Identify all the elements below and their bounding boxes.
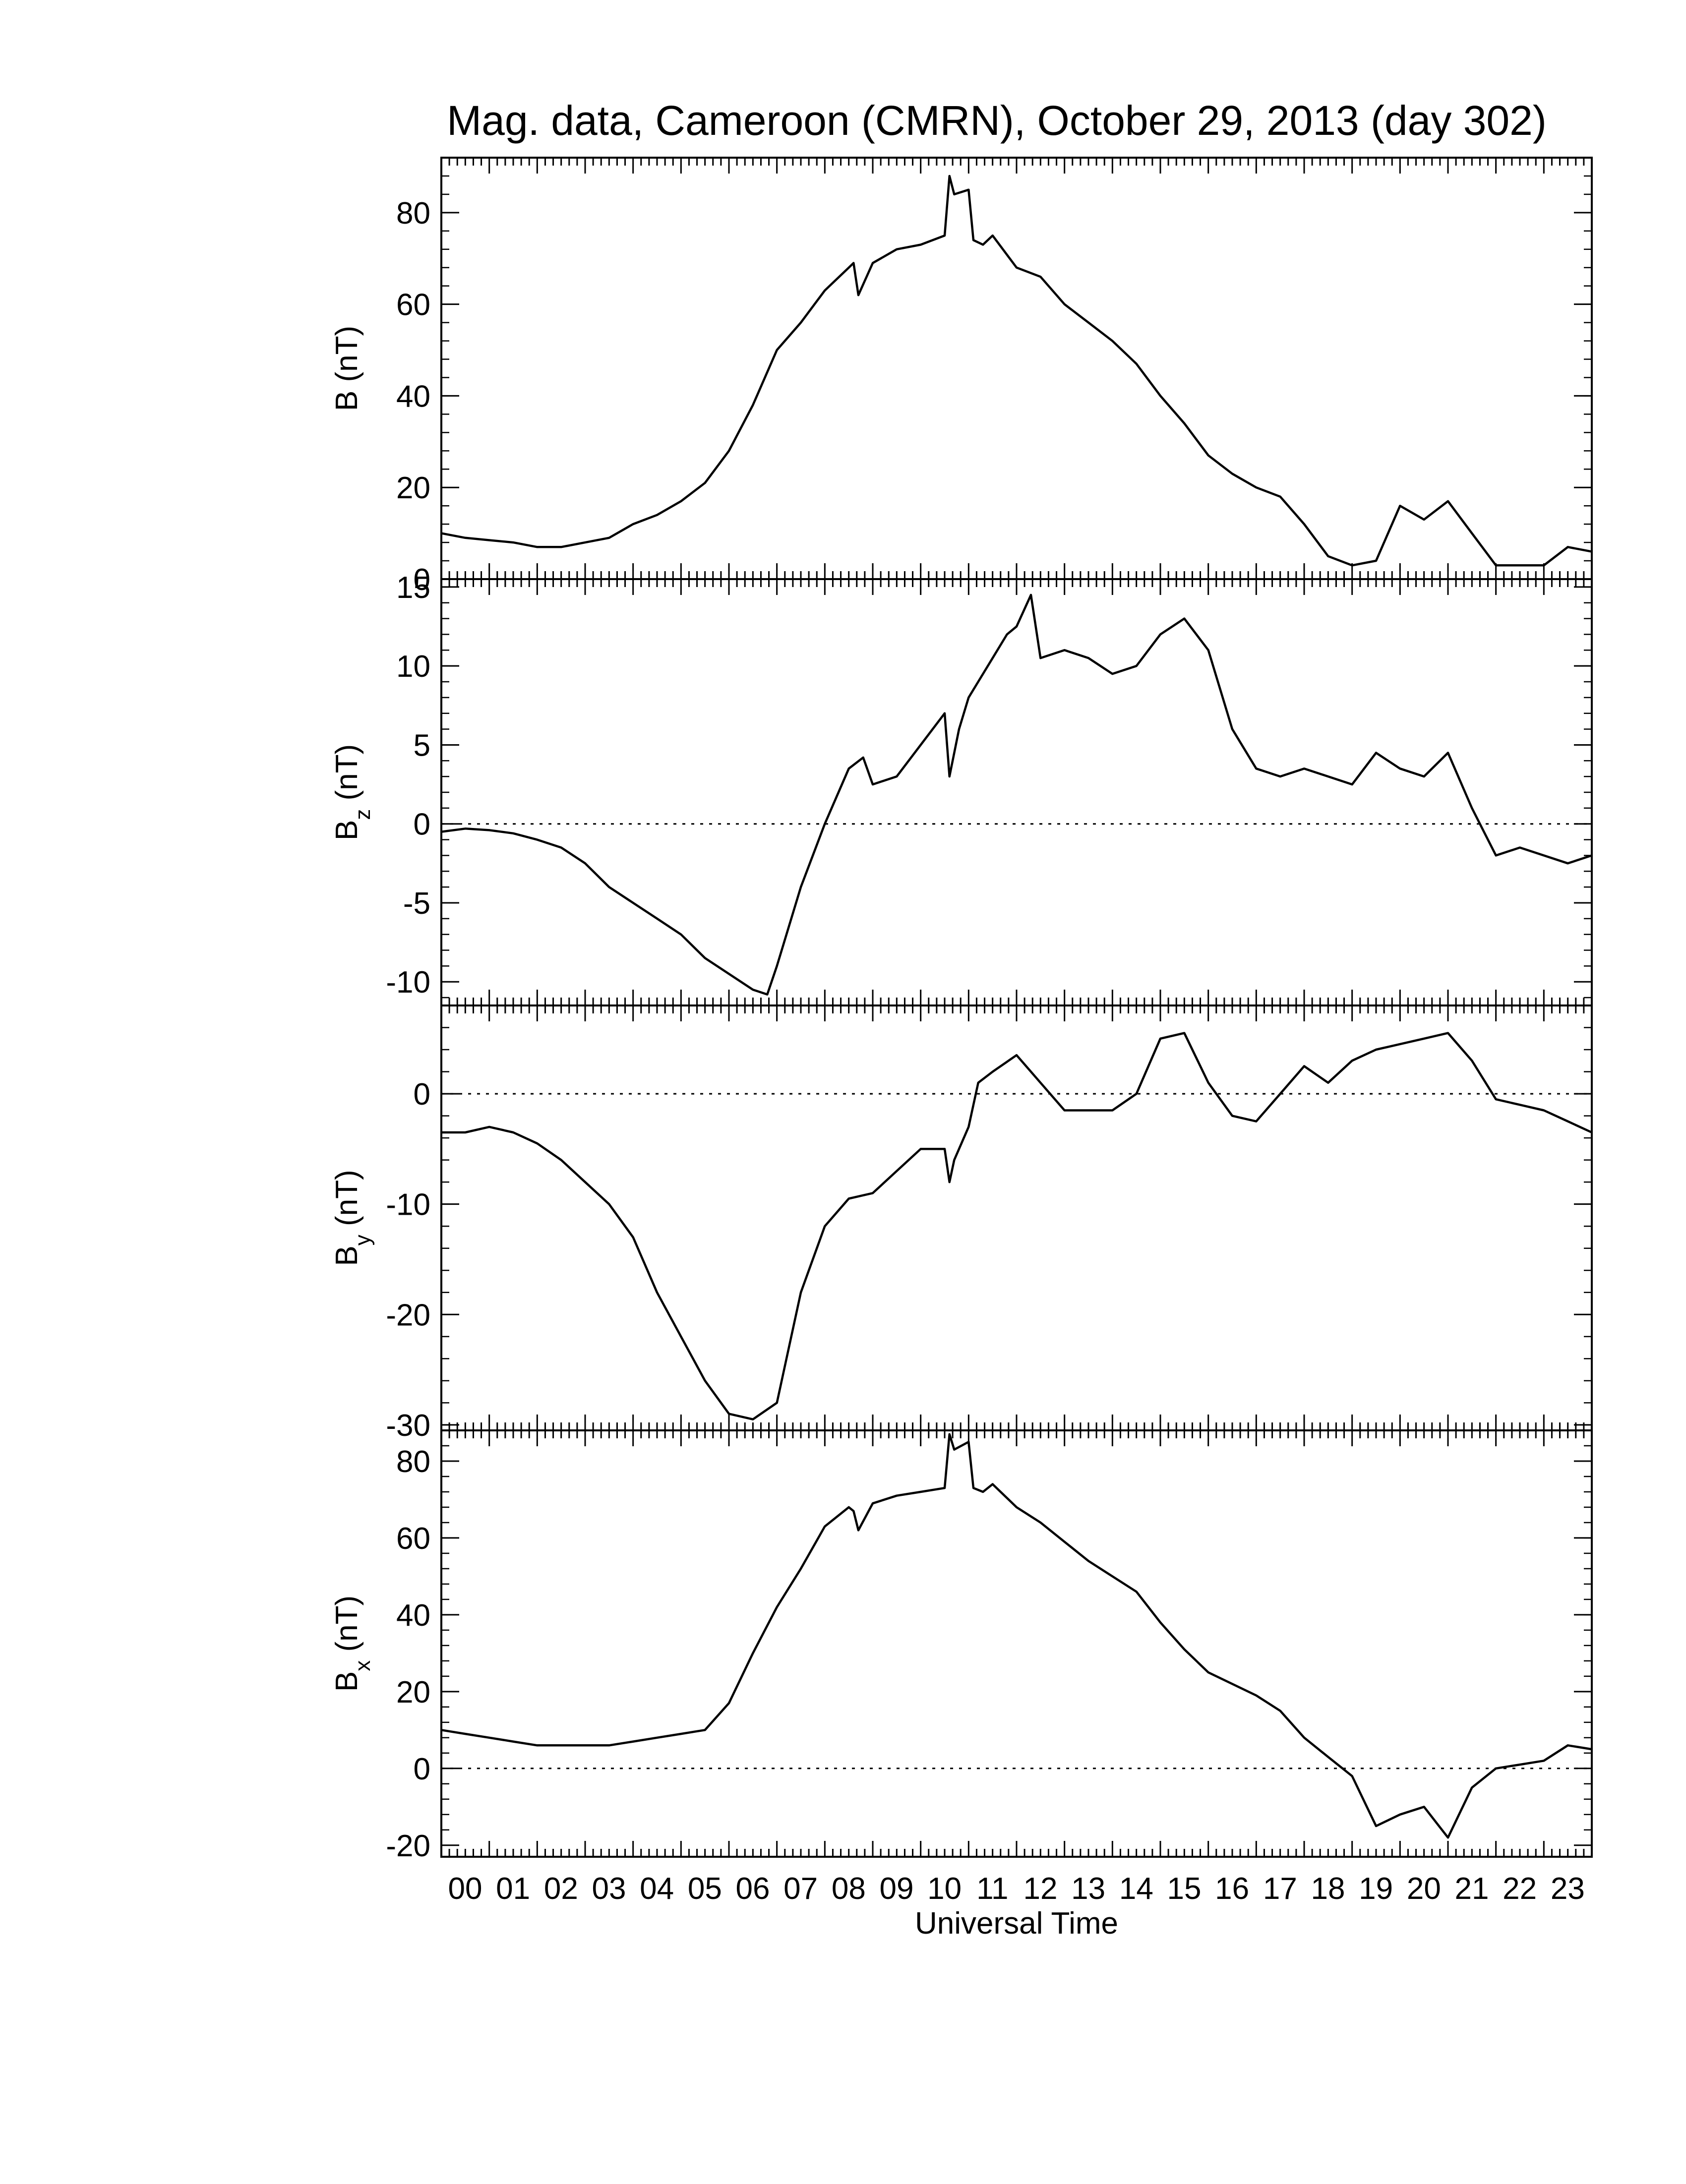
y-tick-label: 60 <box>396 288 430 322</box>
x-tick-label: 09 <box>880 1872 914 1906</box>
x-tick-label: 06 <box>736 1872 770 1906</box>
chart-title: Mag. data, Cameroon (CMRN), October 29, … <box>447 97 1547 144</box>
x-tick-label: 01 <box>496 1872 530 1906</box>
y-tick-label: -10 <box>386 1188 430 1222</box>
x-tick-label: 04 <box>640 1872 674 1906</box>
y-tick-label: 20 <box>396 471 430 505</box>
x-tick-label: 08 <box>832 1872 866 1906</box>
y-tick-label: -10 <box>386 965 430 1000</box>
x-tick-label: 21 <box>1455 1872 1489 1906</box>
x-axis-label: Universal Time <box>915 1906 1118 1941</box>
y-axis-label-main: B <box>330 1245 364 1266</box>
x-tick-label: 17 <box>1263 1872 1297 1906</box>
y-axis-label-unit: (nT) <box>330 744 364 809</box>
y-axis-label: By (nT) <box>330 1170 375 1266</box>
y-axis-label-main: B <box>330 1671 364 1692</box>
series-line-B <box>441 175 1592 567</box>
panel-frame <box>440 1429 1593 1858</box>
x-tick-label: 13 <box>1071 1872 1105 1906</box>
panel-Bz: -10 -5 0 5 10 15 Bz (nT) <box>330 571 1593 1006</box>
x-tick-label: 00 <box>448 1872 482 1906</box>
panel-B: 0 20 40 60 80 B (nT) <box>330 157 1593 597</box>
y-axis-label-unit: (nT) <box>330 1170 364 1235</box>
y-tick-label: 10 <box>396 649 430 684</box>
y-tick-label: 0 <box>414 1077 430 1112</box>
y-axis-label-subscript: x <box>351 1660 375 1671</box>
y-axis-label: B (nT) <box>330 326 364 411</box>
panel-frame <box>440 578 1593 1006</box>
x-tick-label: 10 <box>927 1872 962 1906</box>
y-tick-label: 80 <box>396 196 430 231</box>
y-tick-label: -20 <box>386 1829 430 1863</box>
x-tick-label: 02 <box>544 1872 578 1906</box>
y-tick-label: 0 <box>414 1752 430 1786</box>
y-axis-label-subscript: z <box>351 809 375 820</box>
panel-Bx: -20 0 20 40 60 80 Bx (nT) <box>330 1429 1593 1863</box>
x-tick-label: 05 <box>688 1872 722 1906</box>
x-axis: 00 01 02 03 04 05 06 07 08 09 10 11 12 13 14 15 16 17 18 19… <box>448 1872 1585 1906</box>
y-tick-label: 40 <box>396 379 430 413</box>
x-tick-label: 18 <box>1311 1872 1345 1906</box>
y-tick-label: 0 <box>414 808 430 842</box>
x-tick-label: 15 <box>1167 1872 1202 1906</box>
y-tick-label: 20 <box>396 1675 430 1710</box>
x-tick-label: 19 <box>1359 1872 1393 1906</box>
y-tick-label: 15 <box>396 571 430 605</box>
y-axis-label-main: B (nT) <box>330 326 364 411</box>
x-tick-label: 12 <box>1024 1872 1058 1906</box>
series-line-Bx <box>441 1433 1592 1839</box>
x-tick-label: 11 <box>976 1872 1008 1906</box>
y-tick-label: 40 <box>396 1598 430 1633</box>
x-tick-label: 16 <box>1215 1872 1249 1906</box>
x-tick-label: 20 <box>1407 1872 1441 1906</box>
y-axis-label-main: B <box>330 820 364 840</box>
series-line-By <box>441 1032 1592 1420</box>
y-tick-label: -20 <box>386 1298 430 1332</box>
y-tick-label: -5 <box>403 886 430 921</box>
y-axis-label-unit: (nT) <box>330 1595 364 1660</box>
panel-frame <box>440 1004 1593 1431</box>
panel-By: -30 -20 -10 0 By (nT) <box>330 1004 1593 1443</box>
x-tick-label: 03 <box>592 1872 626 1906</box>
x-tick-label: 14 <box>1119 1872 1153 1906</box>
x-tick-label: 22 <box>1503 1872 1537 1906</box>
x-tick-label: 23 <box>1551 1872 1585 1906</box>
y-tick-label: -30 <box>386 1409 430 1443</box>
y-axis-label: Bz (nT) <box>330 744 375 840</box>
y-tick-label: 80 <box>396 1445 430 1479</box>
series-line-Bz <box>441 593 1592 996</box>
x-tick-label: 07 <box>783 1872 818 1906</box>
y-tick-label: 0 <box>414 563 430 597</box>
y-axis-label-subscript: y <box>351 1235 375 1245</box>
y-axis-label: Bx (nT) <box>330 1595 375 1692</box>
y-tick-label: 60 <box>396 1522 430 1556</box>
y-tick-label: 5 <box>414 728 430 763</box>
